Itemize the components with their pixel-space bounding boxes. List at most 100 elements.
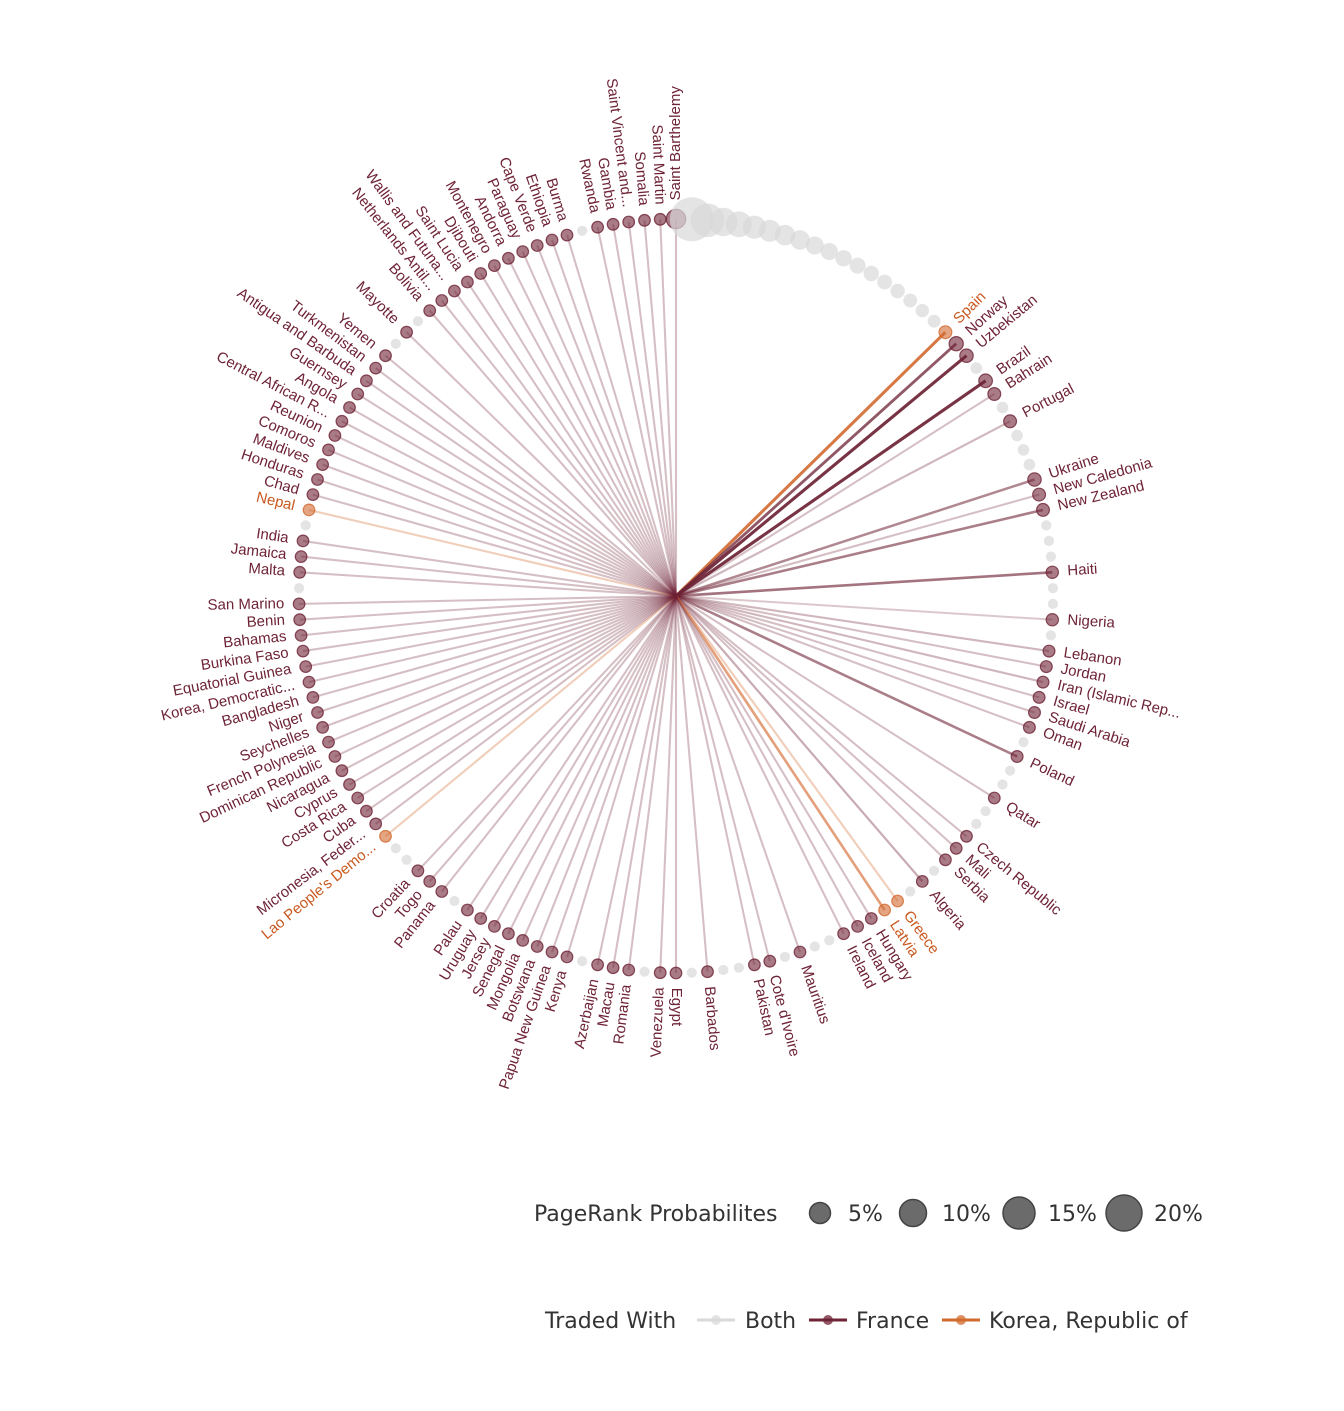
node-both-node-74[interactable]	[686, 967, 697, 978]
node-dominican-republic[interactable]	[328, 750, 342, 763]
node-andorra[interactable]	[502, 251, 515, 265]
node-both-node-9[interactable]	[805, 236, 824, 255]
node-ethiopia[interactable]	[545, 233, 559, 247]
node-mali[interactable]	[949, 841, 963, 855]
node-iceland[interactable]	[851, 920, 864, 933]
node-cape-verde[interactable]	[530, 239, 544, 252]
node-portugal[interactable]	[1003, 414, 1018, 429]
node-somalia[interactable]	[638, 213, 651, 227]
node-both-node-65[interactable]	[824, 935, 835, 946]
node-bangladesh[interactable]	[306, 691, 320, 704]
node-kenya[interactable]	[560, 950, 574, 964]
node-new-zealand[interactable]	[1035, 502, 1050, 517]
node-both-node-8[interactable]	[790, 230, 810, 250]
node-both-node-90[interactable]	[449, 895, 460, 907]
node-yemen[interactable]	[379, 349, 392, 363]
node-nepal[interactable]	[302, 503, 316, 517]
node-both-node-10[interactable]	[820, 243, 838, 261]
node-iran-islamic-rep[interactable]	[1036, 675, 1050, 689]
node-mayotte[interactable]	[400, 325, 414, 339]
node-burma[interactable]	[560, 228, 574, 242]
node-san-marino[interactable]	[292, 597, 306, 611]
node-both-node-13[interactable]	[863, 265, 879, 282]
node-both-node-18[interactable]	[927, 314, 941, 328]
node-qatar[interactable]	[987, 791, 1001, 805]
node-bahrain[interactable]	[987, 387, 1002, 402]
node-croatia[interactable]	[411, 864, 425, 878]
node-bahamas[interactable]	[294, 629, 308, 642]
node-saint-lucia[interactable]	[461, 275, 474, 289]
node-antigua-and-barbuda[interactable]	[360, 374, 373, 388]
node-uzbekistan[interactable]	[959, 348, 974, 363]
node-both-node-130[interactable]	[390, 338, 401, 349]
node-both-node-52[interactable]	[980, 806, 991, 817]
node-malta[interactable]	[293, 565, 307, 579]
node-both-node-144[interactable]	[577, 225, 588, 236]
node-lebanon[interactable]	[1042, 644, 1056, 658]
node-nicaragua[interactable]	[335, 764, 349, 778]
node-india[interactable]	[296, 534, 310, 548]
node-macau[interactable]	[606, 961, 620, 975]
node-mauritius[interactable]	[793, 945, 807, 959]
node-saint-martin[interactable]	[653, 212, 667, 226]
node-botswana[interactable]	[530, 940, 544, 953]
node-djibouti[interactable]	[474, 267, 488, 280]
node-niger[interactable]	[311, 706, 324, 719]
node-both-node-35[interactable]	[1045, 551, 1056, 562]
node-haiti[interactable]	[1045, 565, 1060, 580]
node-hungary[interactable]	[864, 912, 878, 925]
node-venezuela[interactable]	[653, 966, 667, 980]
node-both-node-50[interactable]	[997, 779, 1008, 790]
node-barbados[interactable]	[701, 965, 714, 979]
node-pakistan[interactable]	[748, 958, 761, 972]
node-both-node-29[interactable]	[1023, 458, 1036, 471]
node-both-node-27[interactable]	[1011, 429, 1023, 442]
node-french-polynesia[interactable]	[322, 735, 335, 749]
node-cote-d-ivoire[interactable]	[763, 954, 777, 968]
node-maldives[interactable]	[316, 458, 330, 472]
node-both-node-38[interactable]	[1047, 598, 1058, 610]
node-jersey[interactable]	[488, 920, 501, 933]
node-montenegro[interactable]	[488, 259, 501, 273]
node-both-node-94[interactable]	[401, 854, 412, 865]
node-both-node-17[interactable]	[915, 303, 929, 318]
node-guernsey[interactable]	[351, 387, 365, 401]
node-latvia[interactable]	[878, 903, 891, 917]
node-chad[interactable]	[306, 488, 320, 502]
node-costa-rica[interactable]	[351, 791, 365, 805]
node-both-node-68[interactable]	[779, 951, 791, 963]
node-togo[interactable]	[423, 875, 437, 888]
node-both-node-25[interactable]	[996, 401, 1009, 414]
node-serbia[interactable]	[939, 853, 952, 867]
node-saudi-arabia[interactable]	[1027, 705, 1041, 719]
node-seychelles[interactable]	[316, 721, 330, 734]
node-gambia[interactable]	[606, 217, 620, 231]
node-both-node-47[interactable]	[1018, 737, 1029, 748]
node-wallis-and-futuna[interactable]	[448, 284, 461, 298]
node-rwanda[interactable]	[591, 220, 604, 234]
node-romania[interactable]	[622, 963, 636, 977]
node-lao-people-s-demo[interactable]	[379, 829, 392, 843]
node-both-node-95[interactable]	[390, 843, 401, 854]
node-central-african-r[interactable]	[335, 414, 349, 428]
node-angola[interactable]	[343, 401, 356, 414]
node-both-node-132[interactable]	[412, 316, 423, 327]
node-ireland[interactable]	[837, 927, 850, 941]
node-egypt[interactable]	[669, 966, 683, 980]
node-both-node-12[interactable]	[849, 257, 866, 274]
node-jamaica[interactable]	[294, 550, 308, 563]
node-mongolia[interactable]	[516, 934, 530, 947]
node-both-node-40[interactable]	[1045, 630, 1056, 641]
node-new-caledonia[interactable]	[1032, 487, 1047, 502]
node-papua-new-guinea[interactable]	[545, 945, 559, 959]
node-poland[interactable]	[1010, 749, 1024, 763]
node-burkina-faso[interactable]	[296, 644, 310, 658]
node-uruguay[interactable]	[474, 912, 488, 925]
node-both-node-117[interactable]	[300, 520, 311, 531]
node-nigeria[interactable]	[1045, 613, 1060, 627]
node-both-node-28[interactable]	[1017, 444, 1030, 456]
node-oman[interactable]	[1022, 720, 1036, 734]
node-ukraine[interactable]	[1027, 472, 1042, 487]
node-brazil[interactable]	[978, 373, 993, 389]
node-benin[interactable]	[293, 613, 307, 627]
